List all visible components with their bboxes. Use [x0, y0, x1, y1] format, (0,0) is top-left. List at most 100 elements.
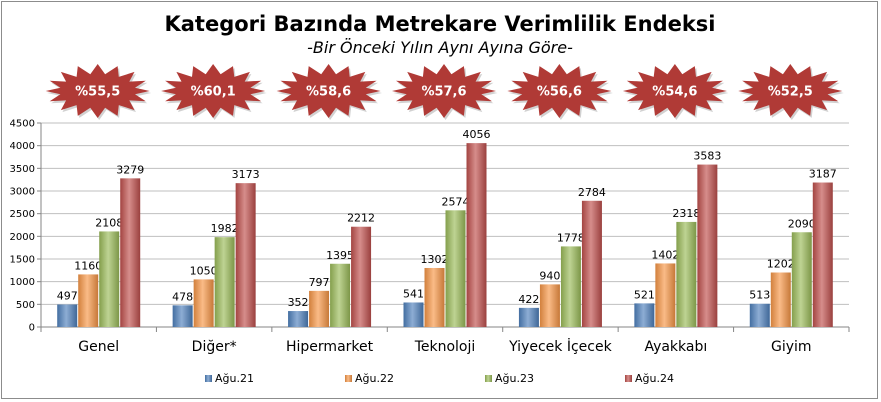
legend-label: Ağu.21 [215, 372, 254, 385]
chart-subtitle: -Bir Önceki Yılın Aynı Ayına Göre- [307, 38, 573, 57]
data-label: 2108 [95, 216, 123, 229]
data-label: 3583 [693, 150, 721, 163]
bar [749, 303, 770, 327]
y-tick-label: 2000 [10, 232, 35, 243]
bar [351, 226, 372, 327]
y-tick-label: 2500 [10, 209, 35, 220]
bar [697, 164, 718, 327]
gridlines [41, 122, 849, 328]
data-label: 3279 [116, 163, 144, 176]
badge-label: %52,5 [768, 85, 813, 100]
category-label: Giyim [771, 339, 812, 355]
bars: 497 1160 2108 3279 Genel 478 1050 1982 3173 Diğer… [57, 128, 837, 355]
percentage-badge [622, 64, 727, 118]
data-label: 422 [518, 293, 539, 306]
category-label: Teknoloji [414, 339, 476, 355]
badge-label: %54,6 [652, 85, 697, 100]
y-tick-label: 0 [29, 323, 35, 334]
bar [560, 246, 581, 327]
bar [539, 284, 560, 327]
y-tick-label: 1500 [10, 255, 35, 266]
data-label: 1982 [211, 222, 239, 235]
percentage-badge [507, 64, 612, 118]
data-label: 521 [634, 288, 655, 301]
data-label: 1778 [557, 231, 585, 244]
data-label: 4056 [463, 128, 491, 141]
legend-swatch [485, 375, 492, 382]
bar [403, 302, 424, 327]
data-label: 1302 [421, 253, 449, 266]
badge-label: %60,1 [191, 85, 236, 100]
bar [57, 304, 78, 327]
badge-label: %56,6 [537, 85, 582, 100]
bar [424, 267, 445, 327]
bar [445, 210, 466, 327]
badge-label: %58,6 [306, 85, 351, 100]
bar [193, 279, 214, 327]
bar [770, 272, 791, 327]
y-tick-label: 4000 [10, 141, 35, 152]
bar [655, 263, 676, 327]
bar [288, 311, 309, 327]
data-label: 2090 [788, 217, 816, 230]
data-label: 940 [539, 269, 560, 282]
bar [791, 232, 812, 327]
data-label: 1050 [190, 264, 218, 277]
y-tick-label: 3000 [10, 187, 35, 198]
data-label: 2212 [347, 212, 375, 225]
category-label: Yiyecek İçecek [508, 337, 612, 355]
category-label: Ayakkabı [644, 339, 707, 355]
legend-label: Ağu.23 [495, 372, 534, 385]
data-label: 513 [749, 289, 770, 302]
percentage-badge [45, 64, 150, 118]
data-label: 3173 [232, 168, 260, 181]
legend-swatch [625, 375, 632, 382]
data-label: 2784 [578, 186, 606, 199]
data-label: 2574 [442, 195, 470, 208]
category-label: Hipermarket [286, 339, 374, 355]
legend-swatch [345, 375, 352, 382]
bar [309, 290, 330, 327]
data-label: 1402 [651, 248, 679, 261]
data-label: 497 [57, 289, 78, 302]
badge-label: %55,5 [75, 85, 120, 100]
bar [235, 183, 256, 327]
bar [466, 143, 487, 327]
data-label: 3187 [809, 168, 837, 181]
bar [518, 307, 539, 327]
legend-label: Ağu.24 [635, 372, 674, 385]
legend-label: Ağu.22 [355, 372, 394, 385]
chart-title: Kategori Bazında Metrekare Verimlilik En… [164, 12, 715, 36]
percentage-badge [392, 64, 496, 118]
bar [120, 178, 141, 327]
data-label: 1160 [74, 259, 102, 272]
y-tick-label: 3500 [10, 164, 35, 175]
bar [330, 263, 351, 327]
y-tick-label: 1000 [10, 277, 35, 288]
percentage-badge [738, 64, 843, 118]
legend: Ağu.21 Ağu.22 Ağu.23 Ağu.24 [205, 372, 674, 385]
y-tick-label: 500 [16, 300, 35, 311]
legend-swatch [205, 375, 212, 382]
percentage-badge [276, 64, 381, 118]
category-label: Genel [78, 339, 119, 355]
bar [99, 231, 120, 327]
data-label: 541 [403, 287, 424, 300]
data-label: 797 [309, 276, 330, 289]
data-label: 2318 [672, 207, 700, 220]
data-label: 1395 [326, 249, 354, 262]
bar [634, 303, 655, 327]
percentage-badge [161, 64, 266, 118]
data-label: 1202 [767, 258, 795, 271]
bar [581, 200, 602, 327]
bar [172, 305, 193, 327]
category-label: Diğer* [192, 339, 237, 355]
data-label: 352 [288, 296, 309, 309]
y-tick-label: 4500 [10, 119, 35, 130]
bar [78, 274, 99, 327]
badge-label: %57,6 [421, 85, 466, 100]
bar [676, 221, 697, 327]
data-label: 478 [172, 290, 193, 303]
